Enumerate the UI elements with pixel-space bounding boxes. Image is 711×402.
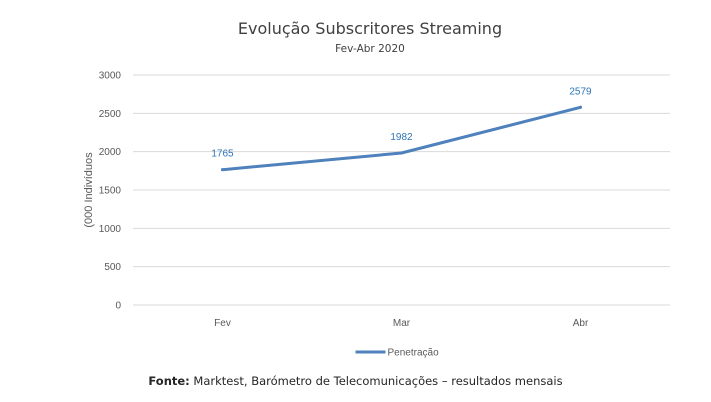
chart-title: Evolução Subscritores Streaming: [238, 19, 502, 38]
source-prefix: Fonte:: [148, 374, 190, 388]
legend: Penetração: [355, 348, 440, 359]
y-axis-ticks: 0 500 1000 1500 2000 2500 3000: [99, 71, 122, 312]
x-axis-ticks: Fev Mar Abr: [214, 318, 589, 329]
data-label: 2579: [569, 86, 592, 97]
y-tick-label: 3000: [99, 71, 122, 82]
y-tick-label: 2500: [99, 109, 122, 120]
legend-label: Penetração: [388, 348, 440, 359]
source-note: Fonte: Marktest, Barómetro de Telecomuni…: [0, 374, 711, 388]
data-point: [400, 151, 403, 155]
data-label: 1765: [211, 149, 234, 160]
y-tick-label: 1500: [99, 186, 122, 197]
data-point: [579, 105, 582, 109]
x-tick-label: Fev: [214, 318, 231, 329]
y-tick-label: 2000: [99, 147, 122, 158]
x-tick-label: Mar: [393, 318, 411, 329]
x-tick-label: Abr: [573, 318, 589, 329]
source-text: Marktest, Barómetro de Telecomunicações …: [189, 374, 563, 388]
data-point: [221, 168, 224, 172]
gridlines: [133, 74, 670, 306]
y-tick-label: 0: [115, 301, 121, 312]
y-axis-title: (000 Indivíduos: [83, 152, 95, 228]
y-tick-label: 1000: [99, 224, 122, 235]
data-label: 1982: [390, 132, 413, 143]
chart-subtitle: Fev-Abr 2020: [335, 43, 405, 55]
y-tick-label: 500: [104, 262, 121, 273]
series-group: [221, 105, 582, 172]
data-labels: 1765 1982 2579: [211, 86, 592, 159]
